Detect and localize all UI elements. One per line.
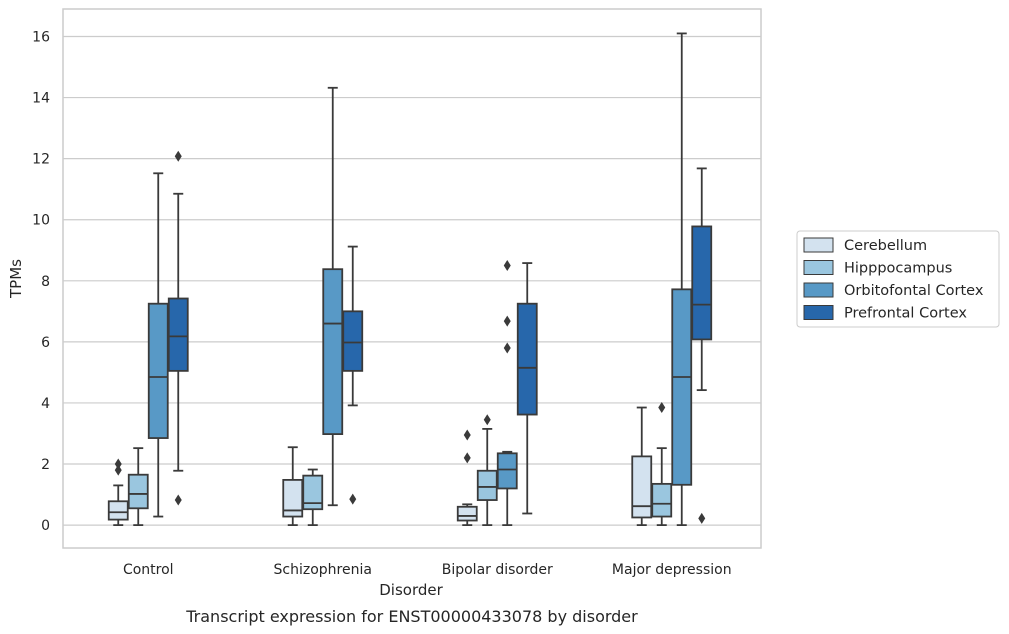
box-prefrontal-cortex xyxy=(516,262,538,515)
x-tick-label: Bipolar disorder xyxy=(442,562,553,578)
box-iqr xyxy=(342,310,364,372)
y-tick-label: 8 xyxy=(41,274,50,290)
legend-swatch xyxy=(803,237,834,253)
box-iqr xyxy=(167,297,189,372)
box-iqr xyxy=(282,478,304,518)
x-tick-label: Control xyxy=(123,562,174,578)
outlier-point xyxy=(349,493,357,505)
box-iqr xyxy=(147,302,169,439)
legend-swatch xyxy=(803,282,834,298)
box-prefrontal-cortex xyxy=(342,245,364,505)
box-iqr xyxy=(322,268,344,435)
outlier-point xyxy=(503,260,511,272)
y-tick-labels: 0 2 4 6 8 10 12 14 16 xyxy=(32,29,50,534)
legend-frame xyxy=(796,230,1000,328)
outlier-point xyxy=(503,315,511,327)
box-hipppocampus xyxy=(302,468,324,526)
outlier-point xyxy=(174,494,182,506)
x-tick-label: Major depression xyxy=(612,562,732,578)
x-tick-labels: Control Schizophrenia Bipolar disorder Majo… xyxy=(123,562,732,578)
y-axis-label: TPMs xyxy=(7,259,25,299)
x-tick-label: Schizophrenia xyxy=(274,562,372,578)
y-tick-label: 4 xyxy=(41,396,50,412)
outlier-point xyxy=(174,150,182,162)
y-tick-label: 16 xyxy=(32,29,50,45)
box-iqr xyxy=(127,473,149,510)
box-iqr xyxy=(302,474,324,511)
box-orbitofontal-cortex xyxy=(671,32,693,526)
box-cerebellum xyxy=(282,446,304,526)
box-cerebellum xyxy=(631,406,653,526)
box-iqr xyxy=(456,505,478,522)
y-tick-label: 12 xyxy=(32,152,50,168)
outlier-point xyxy=(463,429,471,441)
box-prefrontal-cortex xyxy=(691,167,713,524)
legend-swatch xyxy=(803,260,834,275)
legend-label: Cerebellum xyxy=(844,238,927,254)
outlier-point xyxy=(114,458,122,470)
box-iqr xyxy=(691,225,713,341)
box-group xyxy=(107,32,713,526)
legend-label: Orbitofontal Cortex xyxy=(844,283,984,299)
y-tick-label: 10 xyxy=(32,213,50,229)
box-iqr xyxy=(107,500,129,521)
box-cerebellum xyxy=(107,458,129,526)
legend-label: Prefrontal Cortex xyxy=(844,306,967,322)
x-axis-label: Disorder xyxy=(379,581,443,599)
outlier-point xyxy=(463,452,471,464)
box-iqr xyxy=(496,452,518,490)
outlier-point xyxy=(114,464,122,476)
plot-frame xyxy=(62,8,762,549)
box-iqr xyxy=(671,288,693,486)
legend: Cerebellum Hipppocampus Orbitofontal Corte… xyxy=(796,230,1000,328)
box-hipppocampus xyxy=(127,447,149,526)
box-hipppocampus xyxy=(476,414,498,526)
box-orbitofontal-cortex xyxy=(496,260,518,526)
outlier-point xyxy=(698,512,706,524)
legend-swatch xyxy=(803,305,834,320)
box-cerebellum xyxy=(456,429,478,526)
box-iqr xyxy=(476,469,498,501)
outlier-point xyxy=(483,414,491,426)
chart-caption: Transcript expression for ENST0000043307… xyxy=(185,607,638,626)
outlier-point xyxy=(503,342,511,354)
y-tick-label: 0 xyxy=(41,518,50,534)
box-prefrontal-cortex xyxy=(167,150,189,506)
box-orbitofontal-cortex xyxy=(322,86,344,507)
outlier-point xyxy=(658,402,666,414)
box-iqr xyxy=(631,455,653,519)
box-orbitofontal-cortex xyxy=(147,172,169,518)
legend-label: Hipppocampus xyxy=(844,261,952,277)
y-tick-label: 2 xyxy=(41,457,50,473)
box-iqr xyxy=(516,302,538,416)
y-tick-label: 6 xyxy=(41,335,50,351)
y-tick-label: 14 xyxy=(32,91,50,107)
box-iqr xyxy=(651,482,673,518)
box-hipppocampus xyxy=(651,402,673,526)
gridlines xyxy=(63,35,761,526)
